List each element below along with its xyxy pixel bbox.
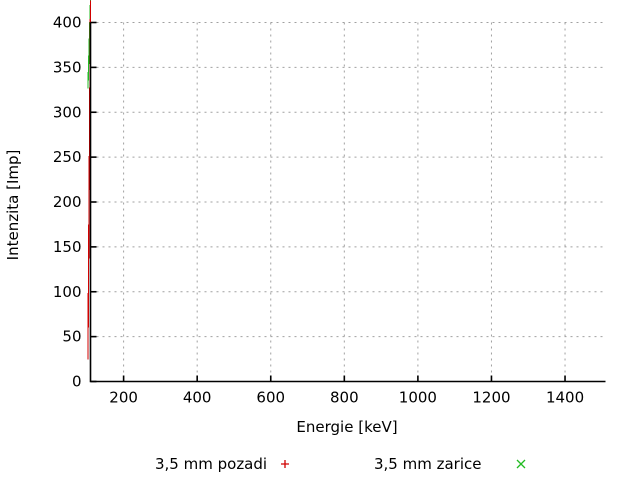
x-tick-label: 1000: [399, 389, 437, 407]
x-tick-label: 400: [183, 389, 212, 407]
x-tick-label: 200: [109, 389, 138, 407]
y-tick-label: 250: [53, 148, 82, 166]
y-tick-label: 150: [53, 238, 82, 256]
legend-label-pozadi: 3,5 mm pozadi: [155, 455, 267, 473]
chart-legend: 3,5 mm pozadi 3,5 mm zarice: [155, 455, 526, 473]
y-tick-labels: 0 50 100 150 200 250 300 350 400: [53, 14, 82, 391]
x-tick-labels: 200 400 600 800 1000 1200 1400: [109, 389, 584, 407]
x-tick-label: 600: [256, 389, 285, 407]
y-tick-label: 350: [53, 58, 82, 76]
x-tick-label: 1400: [546, 389, 584, 407]
x-tick-label: 1200: [472, 389, 510, 407]
legend-label-zarice: 3,5 mm zarice: [374, 455, 482, 473]
x-tick-label: 800: [330, 389, 359, 407]
y-tick-label: 100: [53, 283, 82, 301]
y-tick-label: 0: [72, 373, 82, 391]
y-tick-label: 50: [62, 328, 81, 346]
legend-marker-pozadi: [281, 460, 289, 468]
axis-border: [89, 22, 606, 383]
tick-marks: [90, 21, 566, 383]
x-axis-title: Energie [keV]: [296, 418, 397, 436]
y-tick-label: 200: [53, 193, 82, 211]
y-axis-title: Intenzita [Imp]: [4, 150, 22, 261]
legend-marker-zarice: [516, 459, 526, 469]
y-tick-label: 400: [53, 14, 82, 32]
y-tick-label: 300: [53, 103, 82, 121]
grid-lines: [90, 22, 606, 382]
plot-frame: [89, 22, 606, 383]
